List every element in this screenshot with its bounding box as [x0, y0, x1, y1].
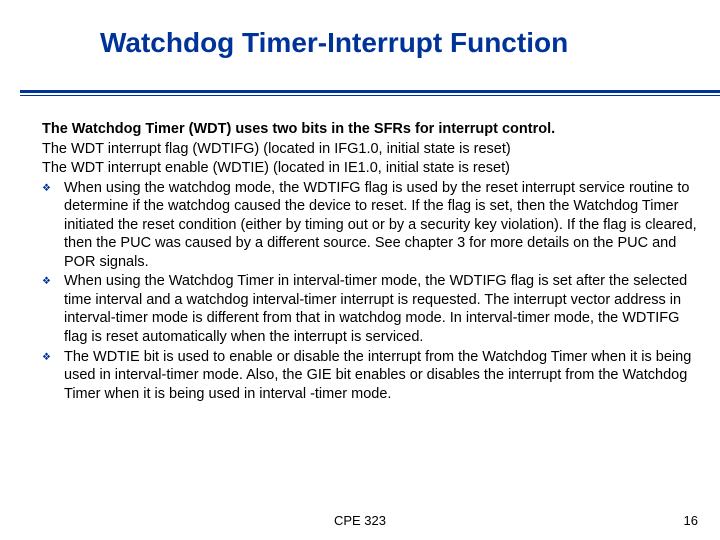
- bullet-text: The WDTIE bit is used to enable or disab…: [64, 348, 698, 404]
- bullet-item: ❖ The WDTIE bit is used to enable or dis…: [42, 348, 698, 404]
- slide-body: The Watchdog Timer (WDT) uses two bits i…: [42, 120, 698, 404]
- diamond-bullet-icon: ❖: [42, 272, 64, 291]
- lead-line: The WDT interrupt enable (WDTIE) (locate…: [42, 159, 698, 178]
- title-rule-thick: [20, 90, 720, 93]
- slide-title: Watchdog Timer-Interrupt Function: [100, 28, 720, 59]
- bullet-text: When using the Watchdog Timer in interva…: [64, 272, 698, 346]
- diamond-bullet-icon: ❖: [42, 348, 64, 367]
- diamond-bullet-icon: ❖: [42, 179, 64, 198]
- bullet-text: When using the watchdog mode, the WDTIFG…: [64, 179, 698, 272]
- bullet-item: ❖ When using the Watchdog Timer in inter…: [42, 272, 698, 346]
- lead-line: The Watchdog Timer (WDT) uses two bits i…: [42, 120, 698, 139]
- lead-line: The WDT interrupt flag (WDTIFG) (located…: [42, 140, 698, 159]
- footer-course-code: CPE 323: [0, 513, 720, 528]
- slide: Watchdog Timer-Interrupt Function The Wa…: [0, 0, 720, 540]
- title-rule-thin: [20, 95, 720, 96]
- bullet-item: ❖ When using the watchdog mode, the WDTI…: [42, 179, 698, 272]
- footer-page-number: 16: [684, 513, 698, 528]
